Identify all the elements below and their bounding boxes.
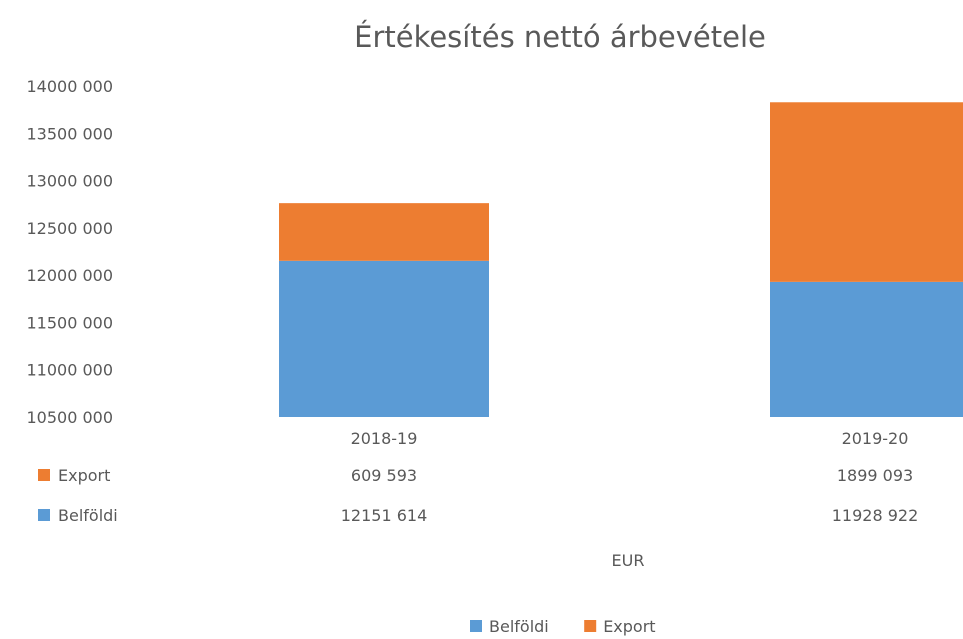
y-tick-label: 12000 000 (26, 266, 113, 285)
legend-swatch (470, 620, 482, 632)
y-tick-label: 10500 000 (26, 408, 113, 427)
data-table-value: 1899 093 (837, 466, 913, 485)
data-table-value: 11928 922 (832, 506, 919, 525)
bar-belföldi-2018-19 (279, 260, 489, 417)
chart-title: Értékesítés nettó árbevétele (354, 20, 766, 54)
data-table-value: 609 593 (351, 466, 417, 485)
category-label: 2019-20 (842, 429, 909, 448)
legend-swatch (584, 620, 597, 632)
data-table-value: 12151 614 (341, 506, 428, 525)
y-tick-label: 11000 000 (26, 361, 113, 380)
legend-label: Belföldi (489, 617, 549, 636)
bar-export-2019-20 (770, 102, 963, 282)
y-tick-label: 13000 000 (26, 172, 113, 191)
bar-belföldi-2019-20 (770, 281, 963, 417)
table-legend-swatch (38, 469, 50, 481)
y-tick-label: 14000 000 (26, 77, 113, 96)
bars (279, 102, 963, 417)
y-tick-label: 11500 000 (26, 313, 113, 332)
category-label: 2018-19 (351, 429, 418, 448)
y-tick-label: 12500 000 (26, 219, 113, 238)
bar-export-2018-19 (279, 203, 489, 261)
table-row-label: Belföldi (58, 506, 118, 525)
y-axis: 10500 000 11000 000 11500 000 12000 000 1250… (26, 77, 113, 427)
legend-label: Export (603, 617, 655, 636)
y-tick-label: 13500 000 (26, 124, 113, 143)
table-legend-swatch (38, 509, 50, 521)
legend: Belföldi Export (470, 617, 656, 636)
x-axis-title: EUR (612, 551, 645, 570)
table-row-label: Export (58, 466, 110, 485)
data-table: 2018-19 2019-20 Export 609 593 1899 093 Belfö… (38, 429, 918, 525)
